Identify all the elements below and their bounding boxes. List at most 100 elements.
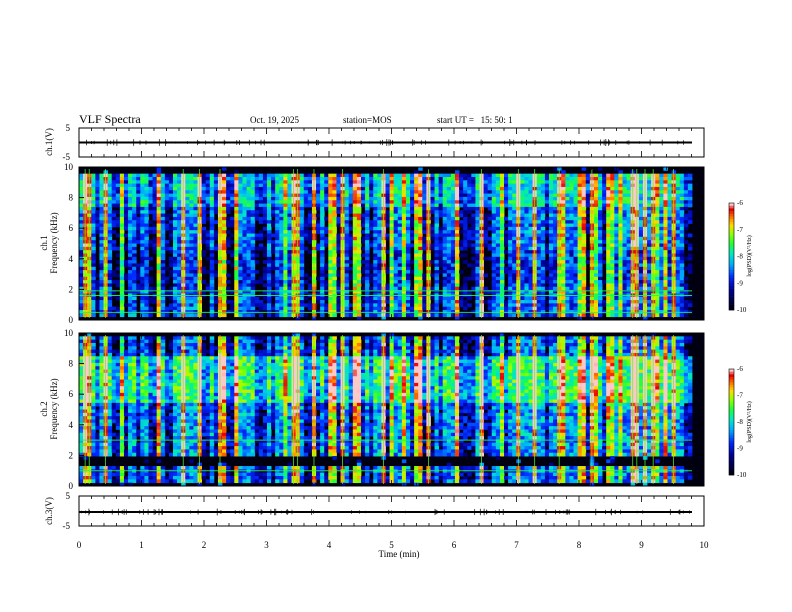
- ch1-spectrogram-cell: [565, 260, 570, 264]
- ch1-spectrogram-cell: [140, 280, 145, 284]
- ch1-spectrogram-cell: [299, 266, 305, 271]
- ch1-spectrogram-cell: [585, 180, 591, 185]
- ch1-spectrogram-cell: [430, 223, 435, 228]
- ch1-spectrogram-cell: [226, 210, 231, 214]
- ch1-spectrogram-cell: [246, 266, 252, 271]
- ch1-spectrogram-cell: [279, 246, 284, 251]
- ch1-spectrogram-cell: [373, 210, 378, 214]
- ch1-spectrogram-cell: [606, 216, 611, 221]
- ch1-spectrogram-cell: [499, 260, 505, 264]
- ch1-spectrogram-cell: [491, 183, 497, 188]
- ch1-spectrogram-cell: [156, 276, 162, 281]
- ch1-spectrogram-cell: [528, 283, 534, 288]
- ch1-spectrogram-cell: [111, 273, 117, 278]
- ch1-spectrogram-cell: [99, 266, 104, 271]
- ch1-spectrogram-cell: [573, 180, 578, 185]
- ch1-spectrogram-cell: [614, 176, 619, 181]
- ch1-spectrogram-cell: [107, 236, 113, 241]
- ch1-spectrogram-cell: [520, 180, 525, 185]
- ch1-spectrogram-cell: [675, 206, 681, 211]
- ch1-spectrogram-cell: [647, 216, 652, 221]
- ch1-spectrogram-cell: [172, 256, 178, 261]
- ch1-spectrogram-cell: [132, 243, 137, 248]
- ch1-spectrogram-cell: [185, 256, 190, 261]
- ch1-spectrogram-cell: [577, 233, 583, 238]
- ch1-spectrogram-cell: [152, 230, 158, 234]
- ch1-spectrogram-cell: [593, 213, 599, 218]
- ch1-spectrogram-cell: [360, 213, 366, 218]
- ch1-spectrogram-cell: [119, 273, 125, 278]
- ch1-spectrogram-cell: [283, 246, 288, 251]
- ch1-spectrogram-cell: [107, 280, 113, 284]
- ch1-spectrogram-cell: [577, 190, 583, 195]
- ch1-spectrogram-cell: [626, 193, 632, 198]
- ch1-spectrogram-cell: [585, 253, 591, 258]
- ch1-spectrogram-cell: [356, 260, 362, 264]
- ch1-spectrogram-cell: [659, 183, 664, 188]
- ch1-spectrogram-cell: [356, 216, 362, 221]
- ch1-spectrogram-cell: [389, 236, 395, 241]
- ch1-spectrogram-cell: [307, 276, 313, 281]
- ch1-spectrogram-cell: [442, 236, 448, 241]
- ch1-spectrogram-cell: [332, 173, 337, 178]
- ch1-spectrogram-cell: [107, 253, 113, 258]
- ch1-spectrogram-cell: [189, 186, 194, 191]
- ch1-spectrogram-cell: [581, 273, 587, 278]
- ch1-spectrogram-cell: [279, 193, 284, 198]
- ch1-spectrogram-cell: [201, 253, 207, 258]
- ch1-spectrogram-cell: [659, 193, 664, 198]
- ch1-spectrogram-cell: [414, 290, 419, 294]
- ch1-spectrogram-cell: [663, 183, 668, 188]
- ch1-spectrogram-cell: [377, 286, 382, 291]
- ch1-spectrogram-cell: [385, 236, 390, 241]
- ch1-spectrogram-cell: [606, 213, 611, 218]
- ch1-spectrogram-cell: [647, 173, 652, 178]
- ch1-spectrogram-cell: [234, 256, 239, 261]
- ch1-spectrogram-cell: [271, 190, 276, 195]
- ch1-spectrogram-cell: [491, 203, 497, 208]
- ch1-spectrogram-cell: [593, 256, 599, 261]
- ch1-spectrogram-cell: [344, 273, 350, 278]
- ch1-spectrogram-cell: [561, 196, 566, 201]
- ch1-spectrogram-cell: [434, 246, 440, 251]
- ch1-spectrogram-cell: [463, 226, 468, 231]
- ch1-spectrogram-cell: [303, 220, 309, 224]
- ch1-spectrogram-cell: [222, 253, 227, 258]
- ch1-spectrogram-cell: [234, 260, 239, 264]
- ch1-spectrogram-cell: [573, 183, 578, 188]
- ch1-spectrogram-cell: [115, 173, 121, 178]
- ch1-spectrogram-cell: [679, 290, 685, 294]
- ch1-spectrogram-cell: [528, 246, 534, 251]
- ch1-spectrogram-cell: [434, 190, 440, 195]
- ch1-spectrogram-cell: [115, 190, 121, 195]
- ch1-spectrogram-cell: [111, 180, 117, 185]
- ch1-spectrogram-cell: [393, 250, 399, 254]
- ch1-spectrogram-cell: [638, 240, 644, 244]
- ch1-spectrogram-cell: [495, 260, 501, 264]
- ch1-spectrogram-cell: [373, 216, 378, 221]
- ch1-spectrogram-cell: [626, 176, 632, 181]
- ch1-spectrogram-cell: [279, 173, 284, 178]
- ch1-spectrogram-cell: [185, 203, 190, 208]
- ch1-spectrogram-cell: [401, 173, 407, 178]
- ch1-spectrogram-cell: [401, 213, 407, 218]
- ch1-spectrogram-cell: [209, 283, 215, 288]
- ch1-spectrogram-cell: [250, 216, 256, 221]
- ch1-spectrogram-cell: [307, 173, 313, 178]
- ch1-spectrogram-cell: [128, 206, 133, 211]
- ch1-spectrogram-cell: [332, 213, 337, 218]
- ch1-spectrogram-cell: [614, 256, 619, 261]
- ch1-spectrogram-cell: [683, 176, 689, 181]
- ch1-spectrogram-cell: [679, 223, 685, 228]
- ch1-spectrogram-cell: [303, 193, 309, 198]
- ch1-spectrogram-cell: [561, 250, 566, 254]
- ch1-spectrogram-cell: [667, 186, 672, 191]
- ch1-spectrogram-cell: [553, 190, 558, 195]
- ch1-spectrogram-cell: [683, 206, 689, 211]
- ch1-spectrogram-cell: [234, 276, 239, 281]
- ch1-spectrogram-cell: [185, 190, 190, 195]
- ch1-spectrogram-cell: [434, 276, 440, 281]
- ch1-spectrogram-cell: [279, 260, 284, 264]
- ch1-spectrogram-cell: [418, 190, 423, 195]
- ch1-spectrogram-cell: [520, 280, 525, 284]
